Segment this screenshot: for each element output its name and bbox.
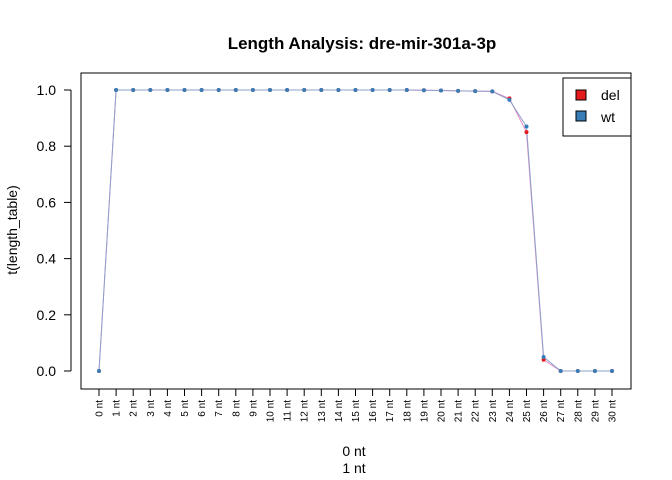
legend-label-wt: wt [600, 109, 615, 125]
series-layer [97, 88, 614, 373]
x-tick-label-11: 11 nt [283, 400, 294, 422]
data-point-wt-20 [439, 88, 443, 93]
y-axis: 0.0 0.2 0.4 0.6 0.8 1.0 [37, 82, 72, 379]
x-tick-label-28: 28 nt [573, 400, 584, 422]
data-point-wt-24 [507, 97, 512, 102]
x-tick-label-2: 2 nt [129, 400, 140, 417]
x-tick-label-8: 8 nt [231, 400, 242, 417]
x-tick-label-3: 3 nt [146, 400, 157, 417]
x-tick-label-4: 4 nt [163, 400, 174, 417]
data-point-wt-5 [182, 88, 187, 92]
y-tick-label-3: 0.6 [37, 194, 57, 210]
series-line-del [98, 89, 612, 372]
x-tick-label-26: 26 nt [539, 400, 550, 422]
x-tick-label-23: 23 nt [488, 400, 499, 422]
x-tick-label-6: 6 nt [197, 400, 208, 417]
legend-swatch-wt [575, 110, 587, 122]
x-tick-label-27: 27 nt [556, 400, 567, 422]
chart-title: Length Analysis: dre-mir-301a-3p [228, 34, 497, 53]
data-point-wt-3 [148, 88, 153, 92]
x-tick-label-9: 9 nt [248, 400, 259, 417]
y-axis-label: t(length_table) [4, 185, 20, 275]
x-tick-label-16: 16 nt [368, 400, 379, 422]
data-point-wt-16 [370, 88, 375, 92]
data-point-wt-15 [353, 88, 358, 92]
series-line-wt [98, 89, 612, 372]
x-tick-label-19: 19 nt [419, 400, 430, 422]
x-axis: 0 nt 1 nt 2 nt 3 nt 4 nt 5 nt 6 nt 7 nt 8 nt 9 nt… [95, 388, 619, 422]
x-tick-label-24: 24 nt [505, 400, 516, 422]
data-point-wt-14 [336, 88, 341, 92]
data-point-wt-29 [592, 369, 597, 373]
x-tick-label-13: 13 nt [317, 400, 328, 422]
data-point-wt-22 [473, 89, 478, 94]
data-point-wt-0 [97, 369, 101, 373]
data-point-wt-13 [319, 88, 324, 92]
x-tick-label-10: 10 nt [266, 400, 277, 422]
data-point-del-26 [541, 357, 546, 362]
data-point-wt-7 [216, 88, 221, 92]
data-point-wt-6 [199, 88, 204, 92]
x-tick-label-15: 15 nt [351, 400, 362, 422]
y-tick-label-0: 0.0 [37, 363, 57, 379]
x-tick-label-12: 12 nt [300, 400, 311, 422]
data-point-wt-12 [302, 88, 307, 92]
data-point-wt-27 [558, 369, 563, 373]
legend-label-del: del [601, 87, 620, 103]
data-point-wt-4 [165, 88, 170, 92]
x-tick-label-30: 30 nt [608, 400, 619, 422]
data-point-wt-9 [250, 88, 255, 92]
x-tick-label-20: 20 nt [437, 400, 448, 422]
data-point-wt-30 [610, 369, 614, 373]
data-point-wt-11 [285, 88, 290, 92]
data-point-wt-17 [387, 88, 392, 92]
y-tick-label-2: 0.4 [37, 251, 57, 267]
x-tick-label-25: 25 nt [522, 400, 533, 422]
data-point-wt-26 [541, 354, 546, 359]
x-tick-label-0: 0 nt [95, 400, 106, 417]
x-tick-label-17: 17 nt [385, 400, 396, 422]
data-point-wt-2 [131, 88, 136, 92]
x-axis-label-line-2: 1 nt [342, 460, 365, 476]
data-point-wt-21 [456, 88, 461, 93]
y-tick-label-4: 0.8 [37, 138, 57, 154]
data-point-wt-28 [575, 369, 580, 373]
x-tick-label-14: 14 nt [334, 400, 345, 422]
data-point-wt-25 [524, 124, 529, 129]
x-axis-label-line-1: 0 nt [342, 443, 365, 459]
legend: del wt [562, 77, 632, 137]
y-tick-label-1: 0.2 [37, 307, 57, 323]
data-point-wt-18 [404, 88, 409, 92]
x-tick-label-5: 5 nt [180, 400, 191, 417]
x-tick-label-29: 29 nt [590, 400, 601, 422]
x-tick-label-21: 21 nt [454, 400, 465, 422]
legend-box [562, 77, 632, 137]
x-tick-label-22: 22 nt [471, 400, 482, 422]
legend-swatch-del [575, 89, 587, 101]
data-point-del-25 [524, 130, 529, 135]
data-point-wt-23 [490, 89, 495, 94]
data-point-wt-8 [233, 88, 238, 92]
x-tick-label-1: 1 nt [112, 400, 123, 417]
x-tick-label-18: 18 nt [402, 400, 413, 422]
x-tick-label-7: 7 nt [214, 400, 225, 417]
plot-area-frame [80, 72, 632, 390]
data-point-wt-19 [421, 88, 426, 93]
data-point-wt-1 [114, 88, 119, 92]
y-tick-label-5: 1.0 [37, 82, 57, 98]
data-point-wt-10 [268, 88, 272, 92]
